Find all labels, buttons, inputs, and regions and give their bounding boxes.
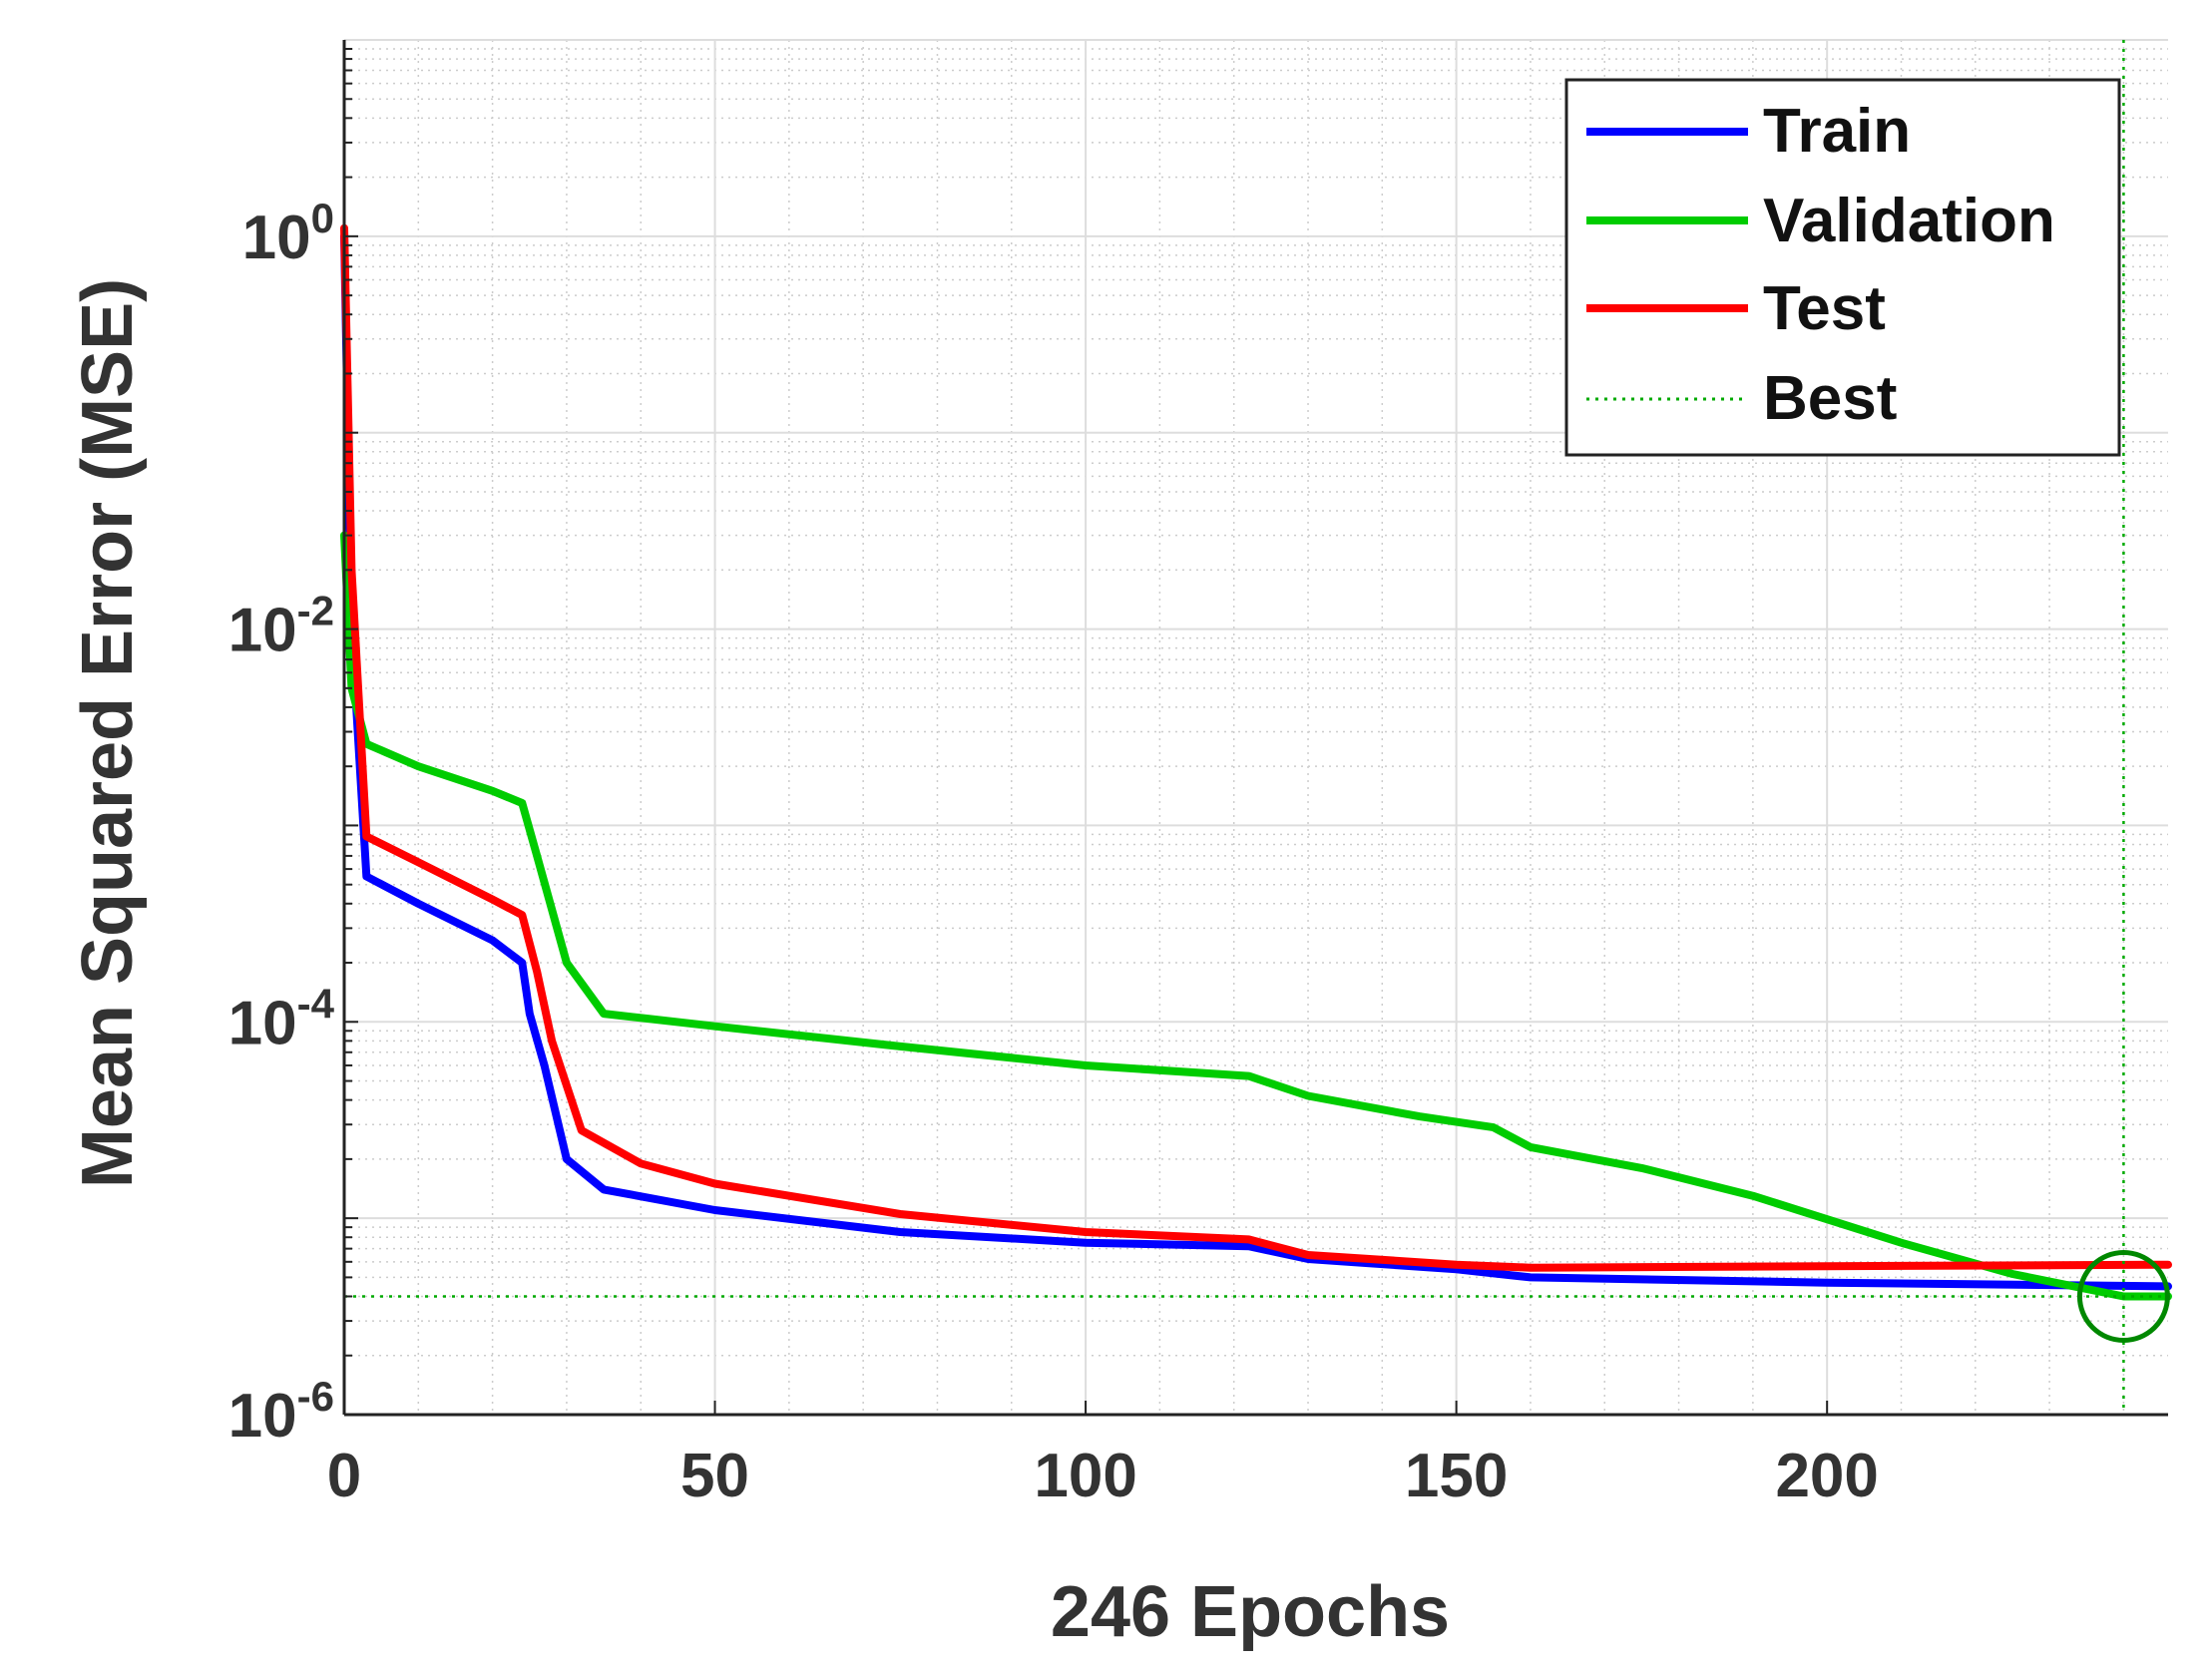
best-marker [2076,1249,2170,1343]
legend: Train Validation Test Best [1564,78,2121,457]
y-tick-label: 10-4 [228,980,335,1057]
legend-box [1564,78,2121,457]
x-tick-label: 0 [327,1442,361,1510]
legend-label-best: Best [1763,364,1897,433]
axes [342,40,2168,1417]
y-tick-label: 10-6 [228,1373,334,1451]
series-line-train [340,231,2172,1291]
y-tick-labels: 100 10-2 10-4 10-6 [228,195,335,1451]
legend-label-test: Test [1763,274,1886,343]
x-tick-labels: 0 50 100 150 200 [327,1442,1879,1510]
x-axis-title: 246 Epochs [1051,1572,1450,1652]
x-tick-label: 200 [1775,1442,1878,1510]
legend-label-validation: Validation [1763,187,2055,255]
y-tick-label: 10-2 [228,588,334,665]
y-tick-label: 100 [242,195,334,272]
series-line-test [340,223,2172,1272]
best-layer [344,40,2170,1415]
legend-label-train: Train [1763,97,1911,166]
series-layer [340,223,2172,1301]
x-tick-label: 50 [680,1442,749,1510]
series-line-validation [340,531,2172,1301]
y-axis-title: Mean Squared Error (MSE) [68,278,148,1188]
minor-gridlines [344,40,2168,1415]
x-tick-label: 150 [1405,1442,1508,1510]
x-tick-label: 100 [1034,1442,1136,1510]
